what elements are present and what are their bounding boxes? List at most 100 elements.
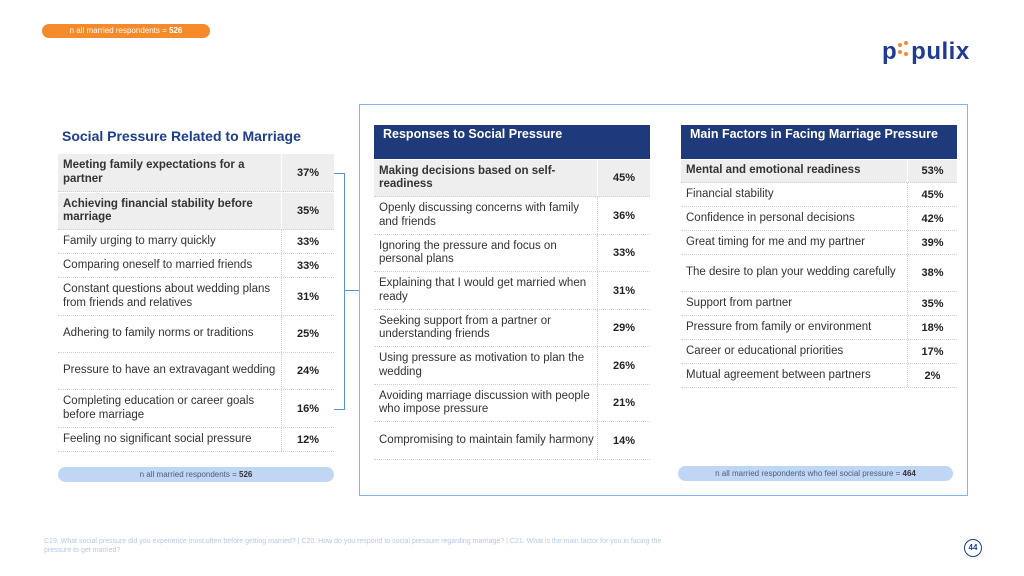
row-label: Openly discussing concerns with family a…	[379, 202, 580, 228]
table-row: Compromising to maintain family harmony …	[374, 422, 650, 460]
left-note-value: 526	[239, 470, 253, 479]
row-value: 31%	[281, 278, 334, 315]
row-label: Career or educational priorities	[686, 344, 844, 357]
row-label: Adhering to family norms or traditions	[63, 327, 254, 340]
left-sample-size-note: n all married respondents = 526	[58, 467, 334, 482]
row-label: Confidence in personal decisions	[686, 211, 855, 224]
question-footnote: C19. What social pressure did you experi…	[44, 538, 662, 554]
table-row: Openly discussing concerns with family a…	[374, 197, 650, 235]
table-row: Financial stability 45%	[681, 183, 957, 207]
row-value: 16%	[281, 390, 334, 427]
row-value: 26%	[597, 347, 650, 384]
row-value: 35%	[281, 193, 334, 229]
sample-size-prefix: n all married respondents =	[69, 26, 170, 35]
populix-logo: p pulix	[882, 38, 986, 66]
left-note-prefix: n all married respondents =	[139, 470, 240, 479]
row-label: Achieving financial stability before mar…	[63, 197, 253, 224]
table-row: Meeting family expectations for a partne…	[58, 154, 334, 192]
responses-and-factors-panel	[359, 104, 968, 496]
row-value: 42%	[907, 207, 957, 230]
row-value: 29%	[597, 310, 650, 346]
table-row: Support from partner 35%	[681, 292, 957, 316]
row-value: 2%	[907, 364, 957, 387]
row-value: 21%	[597, 385, 650, 421]
table-row: Constant questions about wedding plans f…	[58, 278, 334, 316]
row-label: Constant questions about wedding plans f…	[63, 283, 271, 309]
row-value: 35%	[907, 292, 957, 315]
left-section-title: Social Pressure Related to Marriage	[62, 128, 301, 144]
row-label: Seeking support from a partner or unders…	[379, 314, 551, 341]
row-value: 39%	[907, 231, 957, 254]
logo-text-start: p	[882, 38, 898, 65]
table-row: The desire to plan your wedding carefull…	[681, 255, 957, 292]
row-value: 33%	[281, 254, 334, 277]
right-note-prefix: n all married respondents who feel socia…	[715, 469, 903, 478]
table-row: Comparing oneself to married friends 33%	[58, 254, 334, 278]
table-row: Mutual agreement between partners 2%	[681, 364, 957, 388]
logo-dots-icon	[898, 41, 910, 57]
table-row: Explaining that I would get married when…	[374, 272, 650, 310]
row-label: Avoiding marriage discussion with people…	[379, 389, 590, 416]
table-row: Feeling no significant social pressure 1…	[58, 428, 334, 452]
row-label: Pressure from family or environment	[686, 320, 872, 333]
table-row: Seeking support from a partner or unders…	[374, 310, 650, 347]
right-section-header: Main Factors in Facing Marriage Pressure	[681, 125, 957, 159]
row-value: 37%	[281, 154, 334, 191]
table-row: Mental and emotional readiness 53%	[681, 160, 957, 183]
sample-size-value: 526	[169, 26, 183, 35]
row-label: Compromising to maintain family harmony	[379, 433, 594, 446]
row-label: Family urging to marry quickly	[63, 234, 216, 247]
row-label: Comparing oneself to married friends	[63, 258, 253, 271]
row-value: 33%	[281, 230, 334, 253]
row-value: 12%	[281, 428, 334, 451]
table-row: Pressure from family or environment 18%	[681, 316, 957, 340]
row-label: Meeting family expectations for a partne…	[63, 159, 245, 185]
row-label: Completing education or career goals bef…	[63, 395, 255, 421]
middle-section-header: Responses to Social Pressure	[374, 125, 650, 159]
bracket-top	[334, 173, 345, 174]
logo-text-end: pulix	[911, 38, 970, 65]
row-label: Ignoring the pressure and focus on perso…	[379, 239, 557, 266]
row-value: 31%	[597, 272, 650, 309]
row-value: 45%	[597, 160, 650, 196]
row-label: Great timing for me and my partner	[686, 235, 865, 248]
table-row: Completing education or career goals bef…	[58, 390, 334, 428]
row-label: Mutual agreement between partners	[686, 368, 871, 381]
right-note-value: 464	[902, 469, 916, 478]
row-value: 36%	[597, 197, 650, 234]
table-row: Pressure to have an extravagant wedding …	[58, 353, 334, 390]
row-label: Using pressure as motivation to plan the…	[379, 352, 585, 378]
table-row: Confidence in personal decisions 42%	[681, 207, 957, 231]
bracket-bottom	[334, 409, 345, 410]
row-label: Feeling no significant social pressure	[63, 432, 252, 445]
table-row: Making decisions based on self-readiness…	[374, 160, 650, 197]
table-row: Family urging to marry quickly 33%	[58, 230, 334, 254]
row-label: The desire to plan your wedding carefull…	[686, 266, 896, 279]
table-row: Career or educational priorities 17%	[681, 340, 957, 364]
row-value: 18%	[907, 316, 957, 339]
page-number: 44	[964, 539, 982, 557]
row-value: 33%	[597, 235, 650, 271]
row-value: 17%	[907, 340, 957, 363]
table-row: Adhering to family norms or traditions 2…	[58, 316, 334, 353]
bracket-connector	[344, 290, 360, 291]
row-label: Mental and emotional readiness	[686, 164, 861, 177]
sample-size-badge: n all married respondents = 526	[42, 24, 210, 38]
row-value: 53%	[907, 160, 957, 182]
bracket-vertical	[344, 173, 345, 409]
row-value: 45%	[907, 183, 957, 206]
row-label: Pressure to have an extravagant wedding	[63, 364, 276, 377]
row-label: Making decisions based on self-readiness	[379, 164, 556, 191]
table-row: Ignoring the pressure and focus on perso…	[374, 235, 650, 272]
table-row: Achieving financial stability before mar…	[58, 193, 334, 230]
right-sample-size-note: n all married respondents who feel socia…	[678, 466, 953, 481]
row-label: Financial stability	[686, 187, 774, 200]
table-row: Avoiding marriage discussion with people…	[374, 385, 650, 422]
row-value: 38%	[907, 255, 957, 291]
row-value: 24%	[281, 353, 334, 389]
table-row: Using pressure as motivation to plan the…	[374, 347, 650, 385]
row-label: Support from partner	[686, 296, 793, 309]
table-row: Great timing for me and my partner 39%	[681, 231, 957, 255]
row-value: 14%	[597, 422, 650, 459]
row-label: Explaining that I would get married when…	[379, 277, 587, 303]
